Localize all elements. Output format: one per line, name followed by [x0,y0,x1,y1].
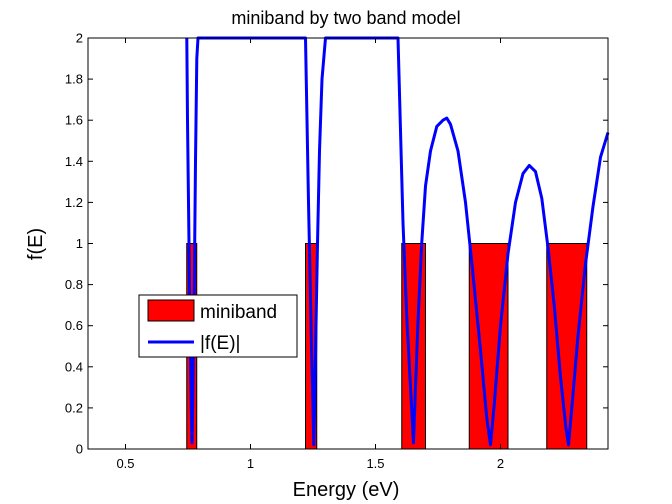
y-axis-label: f(E) [25,228,47,260]
y-tick-label: 0.2 [65,400,83,415]
abs-f-curve [185,36,610,447]
y-axis-ticks: 0 0.2 0.4 0.6 0.8 1 1.2 1.4 1.6 1.8 2 [65,31,608,457]
y-tick-label: 0 [76,442,83,457]
legend-label-curve: |f(E)| [200,333,240,354]
legend: miniband |f(E)| [138,294,298,358]
y-tick-label: 2 [76,31,83,46]
miniband-bars [186,243,588,450]
legend-label-miniband: miniband [200,302,277,323]
x-tick-label: 1.5 [366,456,384,471]
x-axis-ticks: 0.5 1 1.5 2 [116,38,504,471]
x-tick-label: 2 [497,456,504,471]
plot-area [88,38,608,449]
miniband-bar-5 [546,243,588,450]
x-tick-label: 1 [247,456,254,471]
y-tick-label: 1.4 [65,154,83,169]
y-tick-label: 0.8 [65,277,83,292]
x-tick-label: 0.5 [116,456,134,471]
y-tick-label: 1.6 [65,113,83,128]
y-tick-label: 0.4 [65,359,83,374]
y-tick-label: 1.8 [65,72,83,87]
y-tick-label: 1.2 [65,195,83,210]
x-axis-label: Energy (eV) [293,479,400,501]
y-tick-label: 0.6 [65,318,83,333]
legend-swatch-miniband [147,299,195,322]
y-tick-label: 1 [76,236,83,251]
chart-title: miniband by two band model [231,8,460,28]
miniband-bar-4 [468,243,509,450]
